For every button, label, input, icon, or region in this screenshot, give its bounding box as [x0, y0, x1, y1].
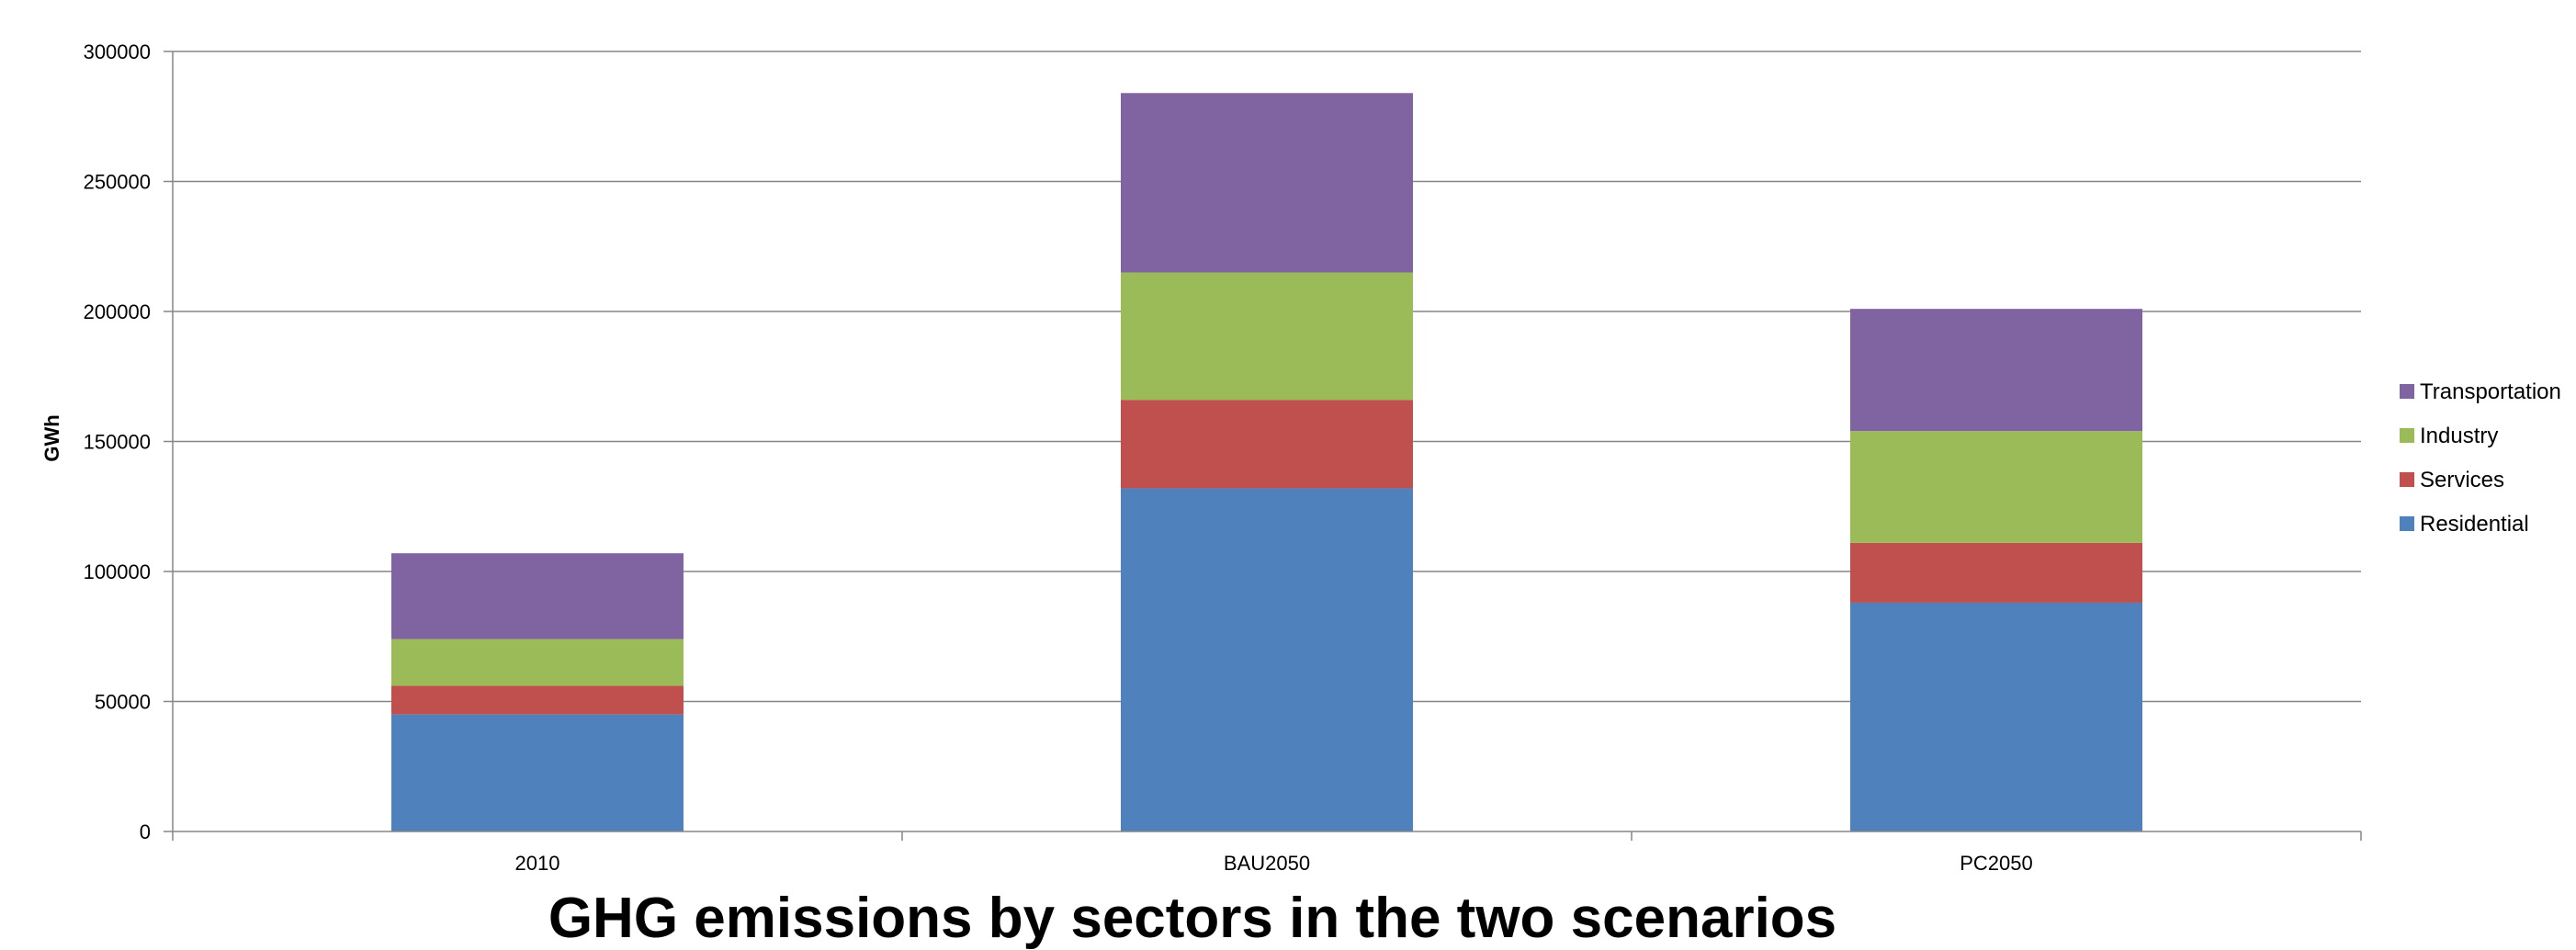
x-tick-label: BAU2050 — [1224, 852, 1310, 875]
legend-swatch-industry — [2400, 428, 2414, 443]
legend-swatch-transportation — [2400, 384, 2414, 399]
bars — [391, 93, 2142, 831]
legend: Transportation Industry Services Residentia… — [2400, 379, 2561, 537]
bar-residential-bau2050 — [1121, 488, 1413, 831]
bar-transportation-2010 — [391, 553, 684, 639]
y-tick-label: 300000 — [84, 40, 151, 63]
bar-transportation-pc2050 — [1850, 309, 2142, 432]
y-tick-label: 50000 — [95, 691, 151, 714]
x-tick-label: 2010 — [515, 852, 560, 875]
bar-services-bau2050 — [1121, 400, 1413, 489]
x-tick-labels: 2010 BAU2050 PC2050 — [515, 852, 2033, 875]
bar-industry-pc2050 — [1850, 431, 2142, 543]
legend-label-services: Services — [2420, 468, 2504, 492]
legend-label-industry: Industry — [2420, 424, 2498, 448]
bar-services-2010 — [391, 685, 684, 715]
y-tick-label: 0 — [140, 820, 151, 843]
legend-label-transportation: Transportation — [2420, 379, 2561, 404]
y-axis-title: GWh — [40, 414, 63, 461]
bar-residential-2010 — [391, 714, 684, 831]
y-tick-label: 250000 — [84, 171, 151, 194]
chart-title: GHG emissions by sectors in the two scen… — [548, 887, 1836, 950]
bar-industry-2010 — [391, 639, 684, 686]
y-tick-label: 200000 — [84, 300, 151, 323]
x-tick-label: PC2050 — [1960, 852, 2033, 875]
bar-residential-pc2050 — [1850, 602, 2142, 831]
y-tick-labels: 0 50000 100000 150000 200000 250000 300000 — [84, 40, 151, 843]
legend-swatch-residential — [2400, 516, 2414, 531]
axes — [164, 51, 2362, 841]
y-tick-label: 100000 — [84, 560, 151, 583]
y-tick-label: 150000 — [84, 431, 151, 454]
legend-swatch-services — [2400, 472, 2414, 487]
bar-industry-bau2050 — [1121, 272, 1413, 401]
bar-services-pc2050 — [1850, 542, 2142, 603]
legend-label-residential: Residential — [2420, 512, 2529, 537]
bar-transportation-bau2050 — [1121, 93, 1413, 273]
